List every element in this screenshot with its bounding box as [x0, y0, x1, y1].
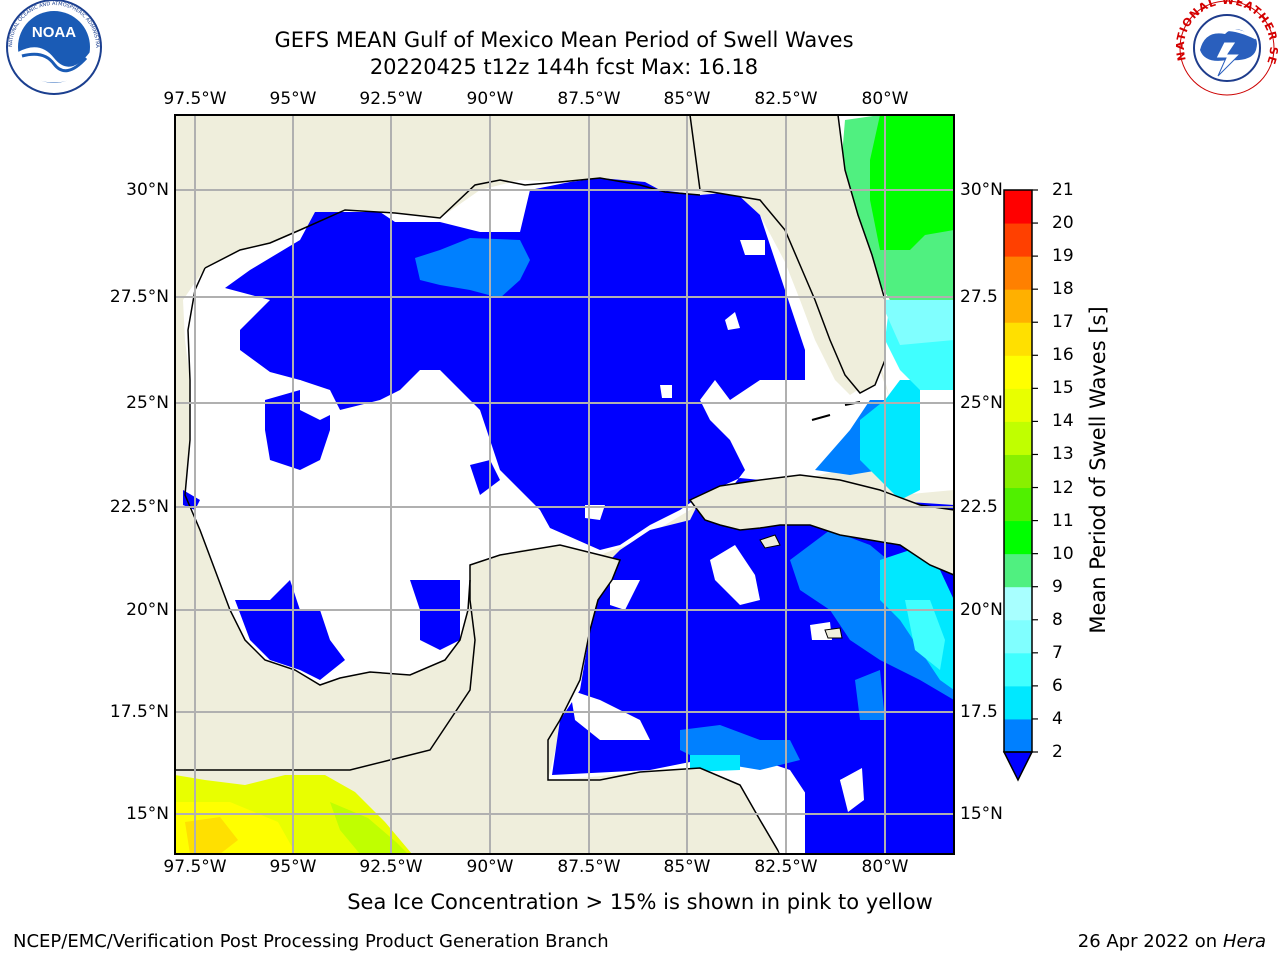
- swell-patch-4-6s-north: [415, 238, 530, 298]
- noaa-logo: NOAA NATIONAL OCEANIC AND ATMOSPHERIC AD…: [0, 0, 102, 95]
- swell-region-campeche: [410, 580, 460, 650]
- lon-label-top: 92.5°W: [359, 89, 423, 109]
- colorbar-tick-label: 8: [1052, 609, 1063, 630]
- nws-logo: NATIONAL WEATHER SERVICE: [0, 0, 1280, 96]
- lat-label-left: 30°N: [126, 180, 169, 200]
- us-coastline: [204, 177, 701, 269]
- colorbar-segment: [1004, 223, 1032, 257]
- swell-patch-10-11s: [870, 115, 954, 250]
- lat-label-right: 30°N: [960, 180, 1003, 200]
- lat-label-right: 17.5: [960, 702, 998, 722]
- footer-date: 26 Apr 2022 on Hera: [1078, 931, 1266, 952]
- footer-host: Hera: [1222, 931, 1266, 952]
- colorbar-tick-label: 14: [1052, 411, 1074, 432]
- lat-label-left: 25°N: [126, 393, 169, 413]
- colorbar-extend-arrow: [1002, 751, 1034, 782]
- lat-label-right: 22.5: [960, 497, 998, 517]
- lon-label-bottom: 95°W: [269, 857, 317, 877]
- colorbar-tick-label: 11: [1052, 510, 1074, 531]
- lat-label-right: 20°N: [960, 600, 1003, 620]
- colorbar-segment: [1004, 421, 1032, 455]
- lon-label-top: 97.5°W: [163, 89, 227, 109]
- lon-label-bottom: 92.5°W: [359, 857, 423, 877]
- swell-patch-4-6s-caribbean: [790, 530, 954, 700]
- lon-label-bottom: 82.5°W: [754, 857, 818, 877]
- colorbar-frame: [1003, 189, 1033, 753]
- colorbar-tick-label: 15: [1052, 378, 1074, 399]
- colorbar-tick-label: 19: [1052, 246, 1074, 267]
- map-area: [175, 115, 954, 854]
- colorbar-segment: [1004, 652, 1032, 687]
- colorbar-tick-label: 16: [1052, 345, 1074, 366]
- colorbar-segment: [1004, 520, 1032, 555]
- svg-text:NATIONAL WEATHER SERVICE: NATIONAL WEATHER SERVICE: [0, 0, 1280, 67]
- colorbar-tick-label: 20: [1052, 213, 1074, 234]
- colorbar-segment: [1004, 487, 1032, 522]
- mexico-coastline: [184, 267, 471, 686]
- colorbar-tick-label: 4: [1052, 708, 1063, 729]
- lat-label-left: 17.5°N: [109, 702, 169, 722]
- colorbar-segment: [1004, 454, 1032, 489]
- colorbar-segment: [1004, 685, 1032, 720]
- colorbar-segment: [1004, 586, 1032, 621]
- lon-label-top: 80°W: [861, 89, 909, 109]
- colorbar-segment: [1004, 355, 1032, 389]
- swell-region-bay: [235, 580, 345, 680]
- colorbar-segment: [1004, 190, 1032, 224]
- colorbar-segment: [1004, 289, 1032, 323]
- colorbar-segment: [1004, 553, 1032, 588]
- swell-patch-6-7s: [860, 380, 920, 500]
- map-title: GEFS MEAN Gulf of Mexico Mean Period of …: [274, 28, 854, 52]
- footer-credit: NCEP/EMC/Verification Post Processing Pr…: [13, 931, 609, 952]
- florida-land: [689, 115, 886, 394]
- colorbar-tick-label: 12: [1052, 477, 1074, 498]
- lon-label-top: 87.5°W: [557, 89, 621, 109]
- colorbar-tick-label: 17: [1052, 312, 1074, 333]
- cuba-land: [688, 474, 954, 576]
- colorbar-segment: [1004, 388, 1032, 422]
- swell-region-yucatan: [470, 460, 500, 495]
- colorbar-title: Mean Period of Swell Waves [s]: [1086, 306, 1110, 634]
- lon-label-bottom: 90°W: [466, 857, 514, 877]
- sea-ice-footnote: Sea Ice Concentration > 15% is shown in …: [347, 890, 933, 914]
- lat-label-left: 22.5°N: [109, 497, 169, 517]
- lon-label-top: 90°W: [466, 89, 514, 109]
- lon-label-top: 82.5°W: [754, 89, 818, 109]
- colorbar-tick-label: 2: [1052, 742, 1063, 762]
- lon-label-bottom: 97.5°W: [163, 857, 227, 877]
- lat-label-right: 27.5: [960, 287, 998, 307]
- colorbar: [1002, 189, 1038, 782]
- map-subtitle: 20220425 t12z 144h fcst Max: 16.18: [369, 55, 759, 79]
- colorbar-tick-label: 10: [1052, 543, 1074, 564]
- nws-ring-text: NATIONAL WEATHER SERVICE: [0, 0, 1279, 67]
- colorbar-segment: [1004, 718, 1032, 753]
- lat-label-left: 20°N: [126, 600, 169, 620]
- map-frame: [174, 114, 955, 855]
- lon-label-bottom: 80°W: [861, 857, 909, 877]
- colorbar-tick-label: 6: [1052, 675, 1063, 696]
- colorbar-tick-label: 18: [1052, 279, 1074, 300]
- lat-label-right: 15°N: [960, 804, 1003, 824]
- colorbar-tick-label: 9: [1052, 576, 1063, 597]
- colorbar-tick-label: 7: [1052, 642, 1063, 663]
- map-gridlines: [175, 115, 954, 854]
- lat-label-left: 15°N: [126, 804, 169, 824]
- colorbar-segment: [1004, 256, 1032, 290]
- lon-label-bottom: 87.5°W: [557, 857, 621, 877]
- footer-date-text: 26 Apr 2022 on: [1077, 931, 1223, 952]
- lat-label-right: 25°N: [960, 393, 1003, 413]
- lon-label-top: 95°W: [269, 89, 317, 109]
- noaa-logo-text: NOAA: [32, 24, 76, 41]
- lon-label-bottom: 85°W: [663, 857, 711, 877]
- colorbar-segment: [1004, 619, 1032, 654]
- colorbar-segment: [1004, 322, 1032, 356]
- colorbar-tick-label: 13: [1052, 444, 1074, 465]
- lon-label-top: 85°W: [663, 89, 711, 109]
- lat-label-left: 27.5°N: [109, 287, 169, 307]
- colorbar-tick-label: 21: [1052, 180, 1074, 200]
